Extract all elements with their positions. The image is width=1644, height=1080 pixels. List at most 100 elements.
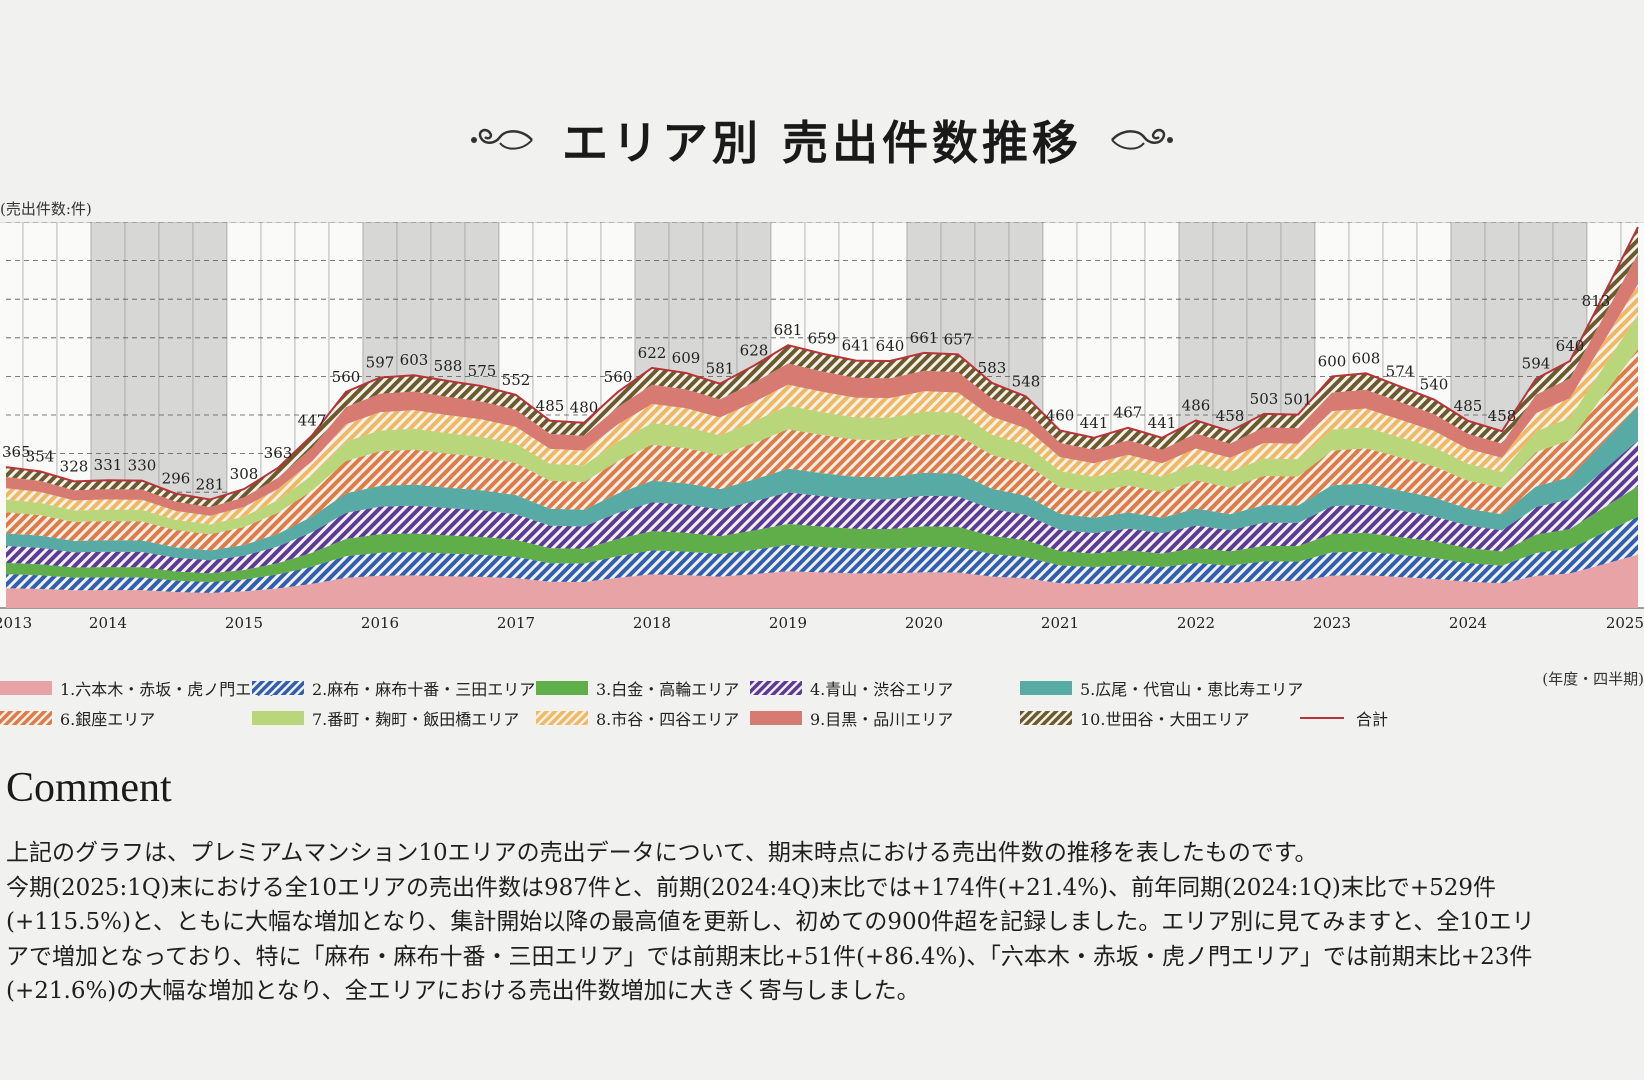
legend-item: 8.市谷・四谷エリア xyxy=(536,706,739,730)
legend-label: 8.市谷・四谷エリア xyxy=(596,710,740,729)
area-series-9 xyxy=(6,253,1638,516)
legend-item: 10.世田谷・大田エリア xyxy=(1020,706,1249,730)
total-value-label: 628 xyxy=(740,342,769,360)
total-value-label: 365 xyxy=(2,443,31,461)
legend-swatch xyxy=(1020,681,1072,695)
total-value-label: 485 xyxy=(1454,397,1483,415)
title-area: エリア別 売出件数推移 xyxy=(0,100,1644,180)
comment-line: (+21.6%)の大幅な増加となり、全エリアにおける売出件数増加に大きく寄与しま… xyxy=(6,978,920,1004)
x-tick-label: 2024 xyxy=(1449,614,1487,632)
legend: 1.六本木・赤坂・虎ノ門エリア 2.麻布・麻布十番・三田エリア 3.白金・高輪エリア… xyxy=(0,676,1644,746)
x-tick-label: 2022 xyxy=(1177,614,1215,632)
total-value-label: 331 xyxy=(94,456,123,474)
total-value-label: 583 xyxy=(978,359,1007,377)
y-axis-unit-label: (売出件数:件) xyxy=(0,200,92,218)
total-value-label: 458 xyxy=(1216,407,1245,425)
total-value-label: 308 xyxy=(230,465,259,483)
comment-line: 上記のグラフは、プレミアムマンション10エリアの売出データについて、期末時点にお… xyxy=(6,840,1318,866)
total-value-label: 540 xyxy=(1420,376,1449,394)
legend-label: 10.世田谷・大田エリア xyxy=(1080,710,1250,729)
total-value-label: 552 xyxy=(502,371,531,389)
area-series-7 xyxy=(6,314,1638,535)
comment-line: アで増加となっており、特に「麻布・麻布十番・三田エリア」では前期末比+51件(+… xyxy=(6,943,1533,970)
area-series-10 xyxy=(6,227,1638,508)
total-value-label: 609 xyxy=(672,349,701,367)
area-series-8 xyxy=(6,284,1638,525)
legend-label: 6.銀座エリア xyxy=(60,710,156,729)
total-value-label: 330 xyxy=(128,457,157,475)
x-axis-unit-label: (年度・四半期) xyxy=(1542,670,1644,688)
comment-body: 上記のグラフは、プレミアムマンション10エリアの売出データについて、期末時点にお… xyxy=(6,836,1644,1009)
total-value-label: 640 xyxy=(876,337,905,355)
legend-item: 5.広尾・代官山・恵比寿エリア xyxy=(1020,676,1303,700)
legend-swatch xyxy=(536,711,588,725)
total-value-label: 467 xyxy=(1114,404,1143,422)
legend-item: 6.銀座エリア xyxy=(0,706,155,730)
x-tick-labels: 2013 2014 2015 2016 2017 2018 2019 2020 2021 2022… xyxy=(0,614,1644,632)
total-value-label: 296 xyxy=(162,470,191,488)
total-value-label: 661 xyxy=(910,329,939,347)
legend-label: 5.広尾・代官山・恵比寿エリア xyxy=(1080,680,1304,699)
total-value-label: 503 xyxy=(1250,390,1279,408)
total-value-label: 588 xyxy=(434,357,463,375)
x-tick-label: 2021 xyxy=(1041,614,1079,632)
legend-item: 4.青山・渋谷エリア xyxy=(750,676,953,700)
legend-label: 3.白金・高輪エリア xyxy=(596,680,740,699)
legend-swatch xyxy=(750,681,802,695)
total-value-label: 441 xyxy=(1148,414,1177,432)
x-tick-label: 2019 xyxy=(769,614,807,632)
comment-line: (+115.5%)と、ともに大幅な増加となり、集計開始以降の最高値を更新し、初め… xyxy=(6,909,1535,935)
legend-swatch xyxy=(0,681,52,695)
total-value-label: 594 xyxy=(1522,355,1551,373)
total-value-label: 354 xyxy=(26,447,55,465)
legend-swatch xyxy=(536,681,588,695)
legend-item: 合計 xyxy=(1296,706,1388,730)
x-tick-label: 2018 xyxy=(633,614,671,632)
total-value-label: 480 xyxy=(570,399,599,417)
legend-label: 4.青山・渋谷エリア xyxy=(810,680,954,699)
total-value-label: 441 xyxy=(1080,414,1109,432)
total-value-label: 501 xyxy=(1284,391,1313,409)
total-value-label: 657 xyxy=(944,330,973,348)
comment-line: 今期(2025:1Q)末における全10エリアの売出件数は987件と、前期(202… xyxy=(6,874,1497,901)
total-line xyxy=(5,226,1639,501)
x-tick-label: 2015 xyxy=(225,614,263,632)
legend-label: 7.番町・麹町・飯田橋エリア xyxy=(312,710,520,729)
left-ornament-icon xyxy=(470,128,533,150)
total-value-label: 485 xyxy=(536,397,565,415)
total-value-label: 622 xyxy=(638,344,667,362)
legend-item: 2.麻布・麻布十番・三田エリア xyxy=(252,676,535,700)
total-value-label: 681 xyxy=(774,321,803,339)
legend-swatch xyxy=(0,711,52,725)
total-value-label: 281 xyxy=(196,476,225,494)
x-tick-label: 2014 xyxy=(89,614,127,632)
total-value-label: 548 xyxy=(1012,372,1041,390)
x-tick-label: 2023 xyxy=(1313,614,1351,632)
area-series-5 xyxy=(6,406,1638,561)
x-tick-label: 2013 xyxy=(0,614,32,632)
total-value-label: 608 xyxy=(1352,349,1381,367)
total-value-label: 574 xyxy=(1386,362,1415,380)
x-tick-label: 2020 xyxy=(905,614,943,632)
legend-label: 1.六本木・赤坂・虎ノ門エリア xyxy=(60,680,284,699)
area-series-4 xyxy=(6,440,1638,574)
total-value-label: 447 xyxy=(298,411,327,429)
total-value-label: 575 xyxy=(468,362,497,380)
x-tick-label: 2025 xyxy=(1606,614,1644,632)
total-value-label: 560 xyxy=(332,368,361,386)
total-value-label: 581 xyxy=(706,360,735,378)
legend-label: 2.麻布・麻布十番・三田エリア xyxy=(312,680,536,699)
total-value-label: 659 xyxy=(808,330,837,348)
area-series-3 xyxy=(6,486,1638,582)
total-value-label: 641 xyxy=(842,337,871,355)
area-series-1 xyxy=(6,554,1638,608)
legend-item: 9.目黒・品川エリア xyxy=(750,706,953,730)
total-value-label: 458 xyxy=(1488,407,1517,425)
x-tick-label: 2017 xyxy=(497,614,535,632)
legend-swatch xyxy=(750,711,802,725)
total-value-label: 603 xyxy=(400,351,429,369)
total-value-label: 328 xyxy=(60,457,89,475)
total-value-label: 363 xyxy=(264,444,293,462)
